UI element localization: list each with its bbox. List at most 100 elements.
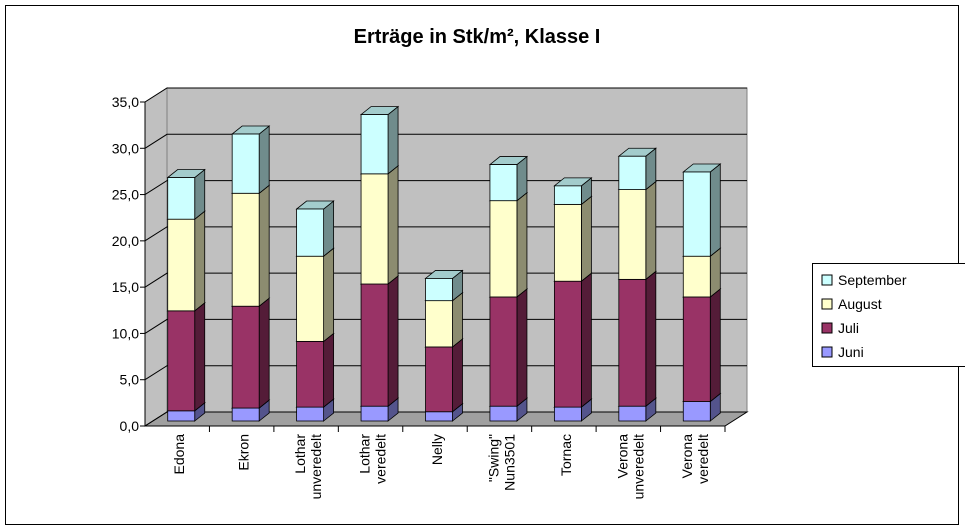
- bar: [167, 177, 196, 220]
- legend-swatch: [821, 274, 833, 286]
- bar-side: [258, 297, 270, 409]
- legend-label: Juni: [838, 344, 864, 360]
- legend-swatch: [821, 322, 833, 334]
- bar-side: [709, 163, 721, 258]
- x-tick-label-line: Nelly: [429, 434, 445, 465]
- grid-line: [144, 272, 747, 288]
- y-tick-label: 10,0: [112, 325, 139, 341]
- bar: [489, 296, 518, 407]
- bar-side: [516, 288, 528, 408]
- bar: [360, 283, 389, 407]
- bar: [360, 114, 389, 175]
- x-tick-label-line: unveredelt: [308, 434, 324, 499]
- bar: [489, 164, 518, 202]
- bar: [296, 340, 325, 408]
- grid-line: [144, 411, 747, 427]
- x-tick-label: Veronaveredelt: [679, 434, 711, 484]
- bar: [296, 406, 325, 422]
- bar: [618, 189, 647, 280]
- bar: [360, 173, 389, 285]
- bar: [682, 401, 711, 422]
- y-tick-label: 5,0: [120, 372, 140, 388]
- bar-side: [194, 302, 206, 412]
- bar-side: [516, 191, 528, 298]
- side-wall: [144, 87, 168, 427]
- bar-side: [645, 180, 657, 281]
- bar: [553, 280, 582, 408]
- x-tick-label-line: veredelt: [695, 434, 711, 484]
- bar-side: [323, 332, 335, 408]
- x-tick-label-line: unveredelt: [630, 434, 646, 499]
- bar: [682, 171, 711, 257]
- x-tick-label: "Swing"Nun3501: [485, 434, 517, 491]
- bar-side: [258, 184, 270, 308]
- x-tick-label-line: Ekron: [236, 434, 252, 471]
- grid-line: [144, 365, 747, 381]
- bar: [425, 300, 453, 348]
- bar: [618, 405, 647, 422]
- bar-side: [387, 165, 399, 285]
- x-tick-label-line: "Swing": [485, 434, 501, 482]
- bar: [231, 192, 260, 307]
- x-tick-label: Edona: [171, 434, 187, 475]
- bar-side: [709, 288, 721, 403]
- chart-title: Erträge in Stk/m², Klasse I: [354, 26, 601, 48]
- bar: [682, 255, 711, 298]
- bar-side: [645, 270, 657, 408]
- bar: [553, 406, 582, 422]
- x-tick-label-line: Verona: [614, 434, 630, 479]
- bar: [425, 411, 453, 422]
- bar-side: [194, 168, 206, 221]
- bar-side: [452, 291, 463, 348]
- x-tick-label: Ekron: [236, 434, 252, 471]
- bar: [682, 296, 711, 402]
- grid-line: [144, 318, 747, 334]
- x-tick-label-line: Nun3501: [501, 434, 517, 491]
- x-tick-label: Nelly: [429, 434, 445, 465]
- x-tick-label: Lotharunveredelt: [292, 434, 324, 500]
- y-tick-label: 20,0: [112, 233, 139, 249]
- legend-box: [812, 263, 965, 367]
- bar-side: [323, 200, 335, 258]
- bar-side: [194, 210, 206, 312]
- bar: [167, 410, 196, 422]
- x-tick-label-line: Verona: [679, 434, 695, 479]
- bar: [296, 208, 325, 257]
- y-tick-label: 25,0: [112, 187, 139, 203]
- x-tick-label: Tornac: [558, 434, 574, 476]
- x-tick-label-line: Lothar: [292, 434, 308, 474]
- bar: [553, 185, 582, 205]
- x-tick-label: Veronaunveredelt: [614, 434, 646, 500]
- bar: [167, 310, 196, 412]
- y-tick-label: 0,0: [120, 418, 140, 434]
- bar-side: [258, 125, 270, 195]
- x-tick-label-line: Lothar: [357, 434, 373, 474]
- bar: [425, 346, 453, 413]
- bar: [360, 405, 389, 422]
- y-tick-label: 35,0: [112, 94, 139, 110]
- grid-line: [144, 180, 747, 195]
- bar: [231, 133, 260, 194]
- bar-side: [452, 338, 463, 413]
- grid-line: [144, 87, 747, 103]
- x-tick-label: Lotharveredelt: [357, 434, 389, 484]
- bar: [618, 155, 647, 190]
- bar-side: [387, 105, 399, 175]
- bar: [489, 405, 518, 422]
- bar: [489, 200, 518, 298]
- legend-swatch: [821, 346, 833, 358]
- x-tick-label-line: veredelt: [373, 434, 389, 484]
- bar: [296, 255, 325, 342]
- bar-side: [323, 247, 335, 343]
- bar: [231, 305, 260, 409]
- legend-label: August: [838, 296, 882, 312]
- bar: [231, 407, 260, 422]
- bar-side: [580, 272, 592, 408]
- bar: [167, 218, 196, 312]
- bar-side: [387, 275, 399, 408]
- bar-side: [580, 195, 592, 283]
- legend-swatch: [821, 298, 833, 310]
- legend-label: Juli: [838, 320, 859, 336]
